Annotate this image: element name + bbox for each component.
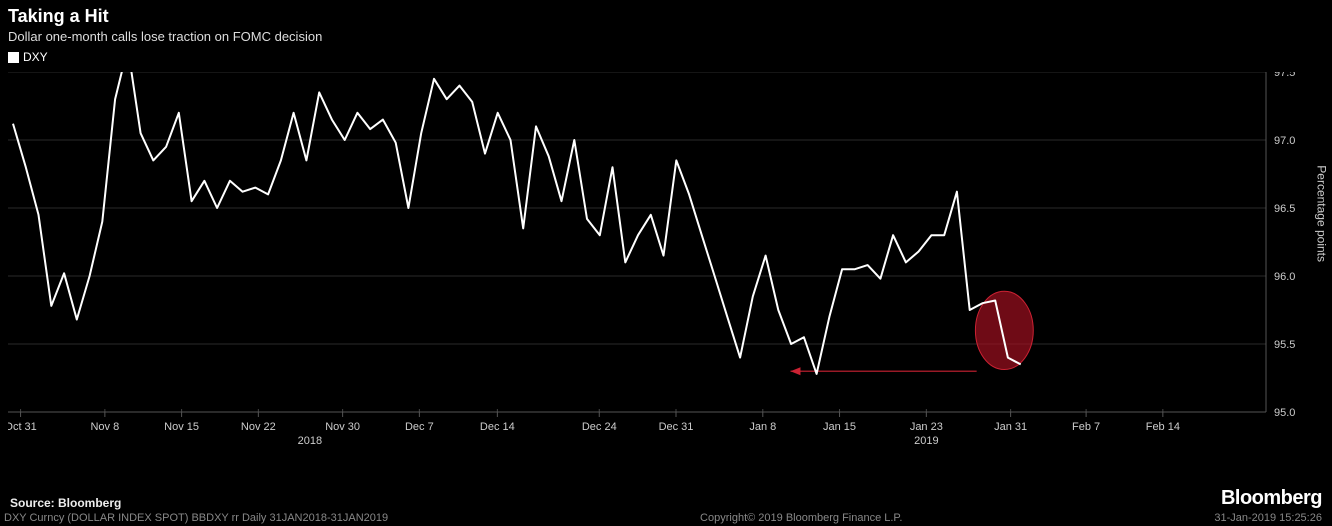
svg-text:Feb 14: Feb 14 [1146, 421, 1180, 433]
svg-text:95.0: 95.0 [1274, 407, 1295, 419]
svg-text:Jan 23: Jan 23 [910, 421, 943, 433]
svg-text:Jan 8: Jan 8 [749, 421, 776, 433]
svg-text:97.0: 97.0 [1274, 135, 1295, 147]
y-axis-title: Percentage points [1315, 165, 1329, 262]
svg-text:Nov 8: Nov 8 [90, 421, 119, 433]
svg-text:Nov 22: Nov 22 [241, 421, 276, 433]
chart-subtitle: Dollar one-month calls lose traction on … [0, 27, 1332, 44]
svg-text:Jan 31: Jan 31 [994, 421, 1027, 433]
line-chart: 95.0 95.5 96.0 96.5 97.0 97.5 Oct 31 Nov 8 Nov 1… [8, 72, 1324, 452]
svg-text:95.5: 95.5 [1274, 339, 1295, 351]
legend: DXY [0, 44, 1332, 64]
chart-title: Taking a Hit [0, 0, 1332, 27]
svg-text:96.5: 96.5 [1274, 203, 1295, 215]
svg-text:Nov 30: Nov 30 [325, 421, 360, 433]
copyright-text: Copyright© 2019 Bloomberg Finance L.P. [700, 512, 902, 524]
svg-text:Jan 15: Jan 15 [823, 421, 856, 433]
svg-text:96.0: 96.0 [1274, 271, 1295, 283]
svg-text:Dec 31: Dec 31 [659, 421, 694, 433]
svg-text:Feb 7: Feb 7 [1072, 421, 1100, 433]
svg-text:2018: 2018 [298, 435, 322, 447]
svg-text:Nov 15: Nov 15 [164, 421, 199, 433]
legend-swatch [8, 52, 19, 63]
svg-text:97.5: 97.5 [1274, 72, 1295, 79]
svg-text:Dec 14: Dec 14 [480, 421, 515, 433]
svg-text:Dec 7: Dec 7 [405, 421, 434, 433]
legend-label: DXY [23, 50, 48, 64]
brand-logo: Bloomberg [1221, 487, 1322, 510]
svg-text:Dec 24: Dec 24 [582, 421, 617, 433]
svg-text:2019: 2019 [914, 435, 938, 447]
source-text: Source: Bloomberg [10, 496, 121, 510]
timestamp-text: 31-Jan-2019 15:25:26 [1214, 512, 1322, 524]
instrument-info: DXY Curncy (DOLLAR INDEX SPOT) BBDXY rr … [4, 512, 388, 524]
svg-text:Oct 31: Oct 31 [8, 421, 37, 433]
chart-area: 95.0 95.5 96.0 96.5 97.0 97.5 Oct 31 Nov 8 Nov 1… [8, 72, 1324, 452]
